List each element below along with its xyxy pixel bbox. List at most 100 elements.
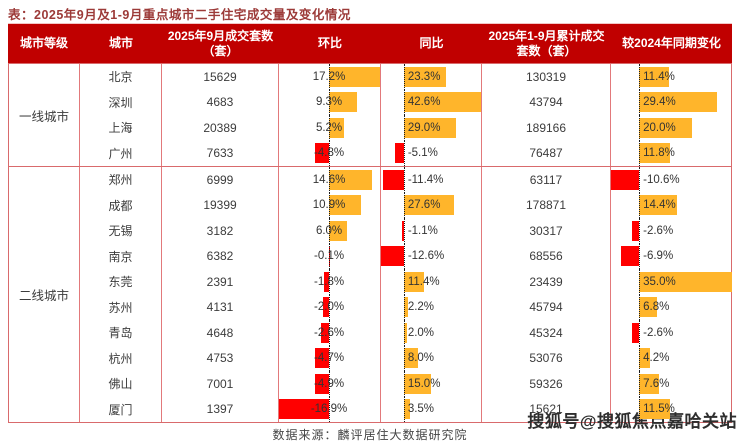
- vs2024-bar-cell: -2.6%: [611, 320, 732, 346]
- sep-volume-cell: 3182: [162, 218, 279, 244]
- zero-axis-line: [639, 167, 640, 193]
- cum-volume-cell: 59326: [482, 371, 611, 397]
- pct-label: 42.6%: [408, 96, 441, 108]
- pct-label: 11.4%: [408, 276, 440, 288]
- negative-data-bar: [632, 221, 639, 241]
- pct-label: -2.6%: [643, 327, 673, 339]
- pct-label: 14.4%: [643, 199, 676, 211]
- yoy-bar-cell: 8.0%: [381, 346, 482, 372]
- sep-volume-cell: 4683: [162, 90, 279, 116]
- pct-label: 29.4%: [643, 96, 676, 108]
- yoy-bar-cell: 11.4%: [381, 269, 482, 295]
- zero-axis-line: [639, 295, 640, 321]
- tier-label: 一线城市: [9, 64, 80, 166]
- mom-bar-cell: 17.2%: [279, 64, 381, 90]
- mom-bar-cell: 9.3%: [279, 90, 381, 116]
- pct-label: 7.6%: [643, 378, 669, 390]
- mom-bar-cell: -2.6%: [279, 320, 381, 346]
- pct-label: -16.9%: [311, 403, 347, 415]
- pct-label: -5.1%: [408, 147, 438, 159]
- city-cell: 郑州: [80, 167, 162, 193]
- city-cell: 南京: [80, 244, 162, 270]
- pct-label: 8.0%: [408, 352, 434, 364]
- yoy-bar-cell: 2.0%: [381, 320, 482, 346]
- pct-label: -2.6%: [314, 327, 344, 339]
- negative-data-bar: [381, 246, 404, 266]
- sep-volume-cell: 7001: [162, 371, 279, 397]
- cum-volume-cell: 23439: [482, 269, 611, 295]
- pct-label: 2.0%: [408, 327, 434, 339]
- pct-label: 6.0%: [316, 225, 342, 237]
- pct-label: 20.0%: [643, 122, 676, 134]
- pct-label: 9.3%: [316, 96, 342, 108]
- mom-bar-cell: -4.8%: [279, 141, 381, 167]
- header-city-tier: 城市等级: [8, 24, 80, 63]
- pct-label: 10.9%: [313, 199, 346, 211]
- pct-label: 3.5%: [408, 403, 434, 415]
- cum-volume-cell: 178871: [482, 193, 611, 219]
- city-cell: 杭州: [80, 346, 162, 372]
- city-cell: 上海: [80, 115, 162, 141]
- city-cell: 北京: [80, 64, 162, 90]
- mom-bar-cell: 5.2%: [279, 115, 381, 141]
- zero-axis-line: [639, 397, 640, 423]
- pct-label: -10.6%: [643, 174, 679, 186]
- pct-label: 6.8%: [643, 301, 669, 313]
- pct-label: -4.7%: [314, 352, 344, 364]
- mom-bar-cell: -16.9%: [279, 397, 381, 423]
- mom-bar-cell: 6.0%: [279, 218, 381, 244]
- yoy-bar-cell: 15.0%: [381, 371, 482, 397]
- vs2024-bar-cell: 20.0%: [611, 115, 732, 141]
- mom-bar-cell: -4.9%: [279, 371, 381, 397]
- pct-label: 15.0%: [408, 378, 441, 390]
- zero-axis-line: [639, 371, 640, 397]
- sep-volume-cell: 4648: [162, 320, 279, 346]
- cum-volume-cell: 130319: [482, 64, 611, 90]
- pct-label: 17.2%: [313, 71, 346, 83]
- zero-axis-line: [639, 64, 640, 90]
- zero-axis-line: [404, 90, 405, 116]
- pct-label: -11.4%: [408, 174, 444, 186]
- mom-bar-cell: -0.1%: [279, 244, 381, 270]
- yoy-bar-cell: -12.6%: [381, 244, 482, 270]
- data-table: 城市等级 城市 2025年9月成交套数（套） 环比 同比 2025年1-9月累计…: [8, 23, 732, 423]
- zero-axis-line: [404, 218, 405, 244]
- header-mom: 环比: [279, 24, 381, 63]
- watermark: 搜狐号@搜狐焦点嘉哈关站: [527, 407, 737, 432]
- pct-label: 14.6%: [313, 174, 346, 186]
- pct-label: 11.5%: [643, 403, 675, 415]
- negative-data-bar: [611, 170, 639, 190]
- yoy-bar-cell: 23.3%: [381, 64, 482, 90]
- header-vs-2024: 较2024年同期变化: [611, 24, 732, 63]
- sep-volume-cell: 4131: [162, 295, 279, 321]
- sep-volume-cell: 4753: [162, 346, 279, 372]
- vs2024-bar-cell: 29.4%: [611, 90, 732, 116]
- zero-axis-line: [639, 90, 640, 116]
- yoy-bar-cell: 29.0%: [381, 115, 482, 141]
- tier-label: 二线城市: [9, 167, 80, 422]
- pct-label: -0.1%: [314, 250, 344, 262]
- pct-label: 11.8%: [643, 147, 675, 159]
- zero-axis-line: [404, 397, 405, 423]
- mom-bar-cell: -2.0%: [279, 295, 381, 321]
- sep-volume-cell: 20389: [162, 115, 279, 141]
- zero-axis-line: [404, 269, 405, 295]
- pct-label: -2.6%: [643, 225, 673, 237]
- city-cell: 成都: [80, 193, 162, 219]
- vs2024-bar-cell: -6.9%: [611, 244, 732, 270]
- city-cell: 厦门: [80, 397, 162, 423]
- negative-data-bar: [395, 143, 404, 163]
- negative-data-bar: [383, 170, 404, 190]
- yoy-bar-cell: 3.5%: [381, 397, 482, 423]
- vs2024-bar-cell: -10.6%: [611, 167, 732, 193]
